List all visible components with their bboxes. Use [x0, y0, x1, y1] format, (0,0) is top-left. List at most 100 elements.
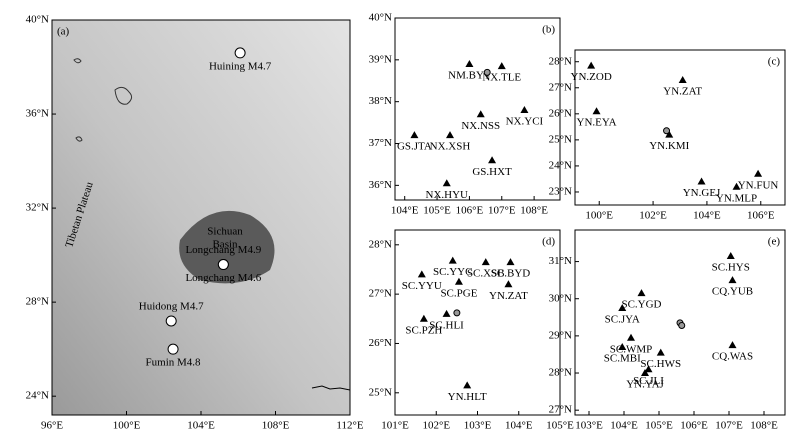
map-annotation: Basin — [212, 239, 238, 251]
station-label: NX.TLE — [482, 72, 521, 84]
station-label: SC.PZH — [405, 324, 442, 336]
x-tick-label: 108°E — [520, 205, 548, 217]
station — [732, 182, 741, 190]
lake — [73, 58, 82, 64]
x-tick-label: 104°E — [693, 210, 721, 222]
lake — [75, 136, 83, 142]
y-tick-label: 36°N — [26, 108, 49, 120]
x-tick-label: 107°E — [715, 420, 743, 432]
station-label: NM.BYT — [448, 70, 491, 82]
station-label: GS.JTA — [397, 141, 432, 153]
x-tick-label: 102°E — [639, 210, 667, 222]
station — [520, 106, 529, 114]
station-label: YN.ZAT — [663, 85, 702, 97]
x-tick-label: 105°E — [423, 205, 451, 217]
station — [506, 258, 515, 266]
station — [446, 131, 454, 139]
y-tick-label: 27°N — [549, 404, 572, 416]
x-tick-label: 100°E — [113, 420, 141, 432]
x-tick-label: 108°E — [750, 420, 778, 432]
y-tick-label: 25°N — [369, 386, 392, 398]
station-label: NX.YCI — [506, 116, 544, 128]
event — [663, 127, 671, 135]
x-tick-label: 105°E — [645, 420, 673, 432]
y-tick-label: 24°N — [26, 390, 49, 402]
station-label: NX.XSH — [430, 141, 471, 153]
station — [697, 177, 706, 185]
panel-label: (e) — [768, 236, 781, 248]
station-label: NX.NSS — [461, 120, 500, 132]
station — [656, 348, 665, 356]
station-label: SC.HYS — [712, 262, 750, 274]
station — [504, 280, 513, 288]
station-label: SC.WMP — [610, 343, 653, 355]
x-tick-label: 96°E — [41, 420, 63, 432]
station — [497, 62, 506, 70]
station — [644, 365, 653, 373]
panel-label: (b) — [542, 24, 555, 36]
station-label: SC.XSB — [467, 268, 505, 280]
x-tick-label: 104°E — [187, 420, 215, 432]
station — [463, 381, 472, 389]
y-tick-label: 37°N — [369, 137, 392, 149]
panel-label: (c) — [768, 56, 781, 68]
y-tick-label: 40°N — [26, 14, 49, 26]
station — [587, 61, 596, 69]
event — [234, 47, 246, 59]
map-annotation: Sichuan — [207, 226, 243, 238]
station-label: SC.BYD — [491, 268, 530, 280]
station — [481, 258, 490, 266]
station — [678, 75, 687, 83]
station-label: SC.YYU — [402, 280, 442, 292]
station — [754, 169, 763, 177]
event-label: Longchang M4.9 — [185, 244, 261, 256]
event — [483, 68, 491, 76]
x-tick-label: 112°E — [336, 420, 363, 432]
station-label: SC.JLI — [633, 375, 664, 387]
x-tick-label: 107°E — [488, 205, 516, 217]
y-tick-label: 39°N — [369, 53, 392, 65]
panel-frame — [394, 17, 561, 201]
event-label: Huining M4.7 — [209, 60, 272, 72]
station — [618, 343, 627, 351]
station — [417, 270, 426, 278]
y-tick-label: 40°N — [369, 12, 392, 24]
station-label: YN.FUN — [738, 179, 779, 191]
event-label: Fumin M4.8 — [146, 357, 202, 369]
station-label: GS.HXT — [472, 166, 512, 178]
sichuan-basin — [179, 210, 275, 284]
panel-frame — [574, 229, 786, 416]
x-tick-label: 104°E — [505, 420, 533, 432]
station-label: SC.MBI — [604, 353, 641, 365]
station — [454, 277, 463, 285]
y-tick-label: 27°N — [549, 81, 572, 93]
station-label: YN.EYA — [577, 117, 617, 129]
event — [678, 321, 686, 329]
event — [165, 315, 177, 327]
station — [488, 156, 497, 164]
y-tick-label: 29°N — [549, 329, 572, 341]
station — [728, 341, 737, 349]
station-label: YN.ZOD — [571, 71, 612, 83]
station-label: NX.HYU — [426, 189, 469, 201]
station — [726, 252, 735, 260]
x-tick-label: 106°E — [456, 205, 484, 217]
station — [637, 289, 646, 297]
station-label: YN.MLP — [716, 192, 757, 204]
x-tick-label: 108°E — [262, 420, 290, 432]
station-label: YN.GEJ — [683, 187, 721, 199]
station — [665, 130, 674, 138]
station-label: SC.HWS — [640, 358, 681, 370]
coastline — [311, 385, 351, 391]
station-label: SC.YGD — [621, 299, 661, 311]
event-label: Huidong M4.7 — [139, 300, 204, 312]
station-label: CQ.WAS — [712, 351, 753, 363]
panel-frame — [574, 49, 786, 206]
y-tick-label: 25°N — [549, 133, 572, 145]
panel-label: (d) — [542, 236, 555, 248]
x-tick-label: 104°E — [391, 205, 419, 217]
relief-background — [52, 20, 350, 415]
station — [618, 304, 627, 312]
event — [167, 343, 179, 355]
